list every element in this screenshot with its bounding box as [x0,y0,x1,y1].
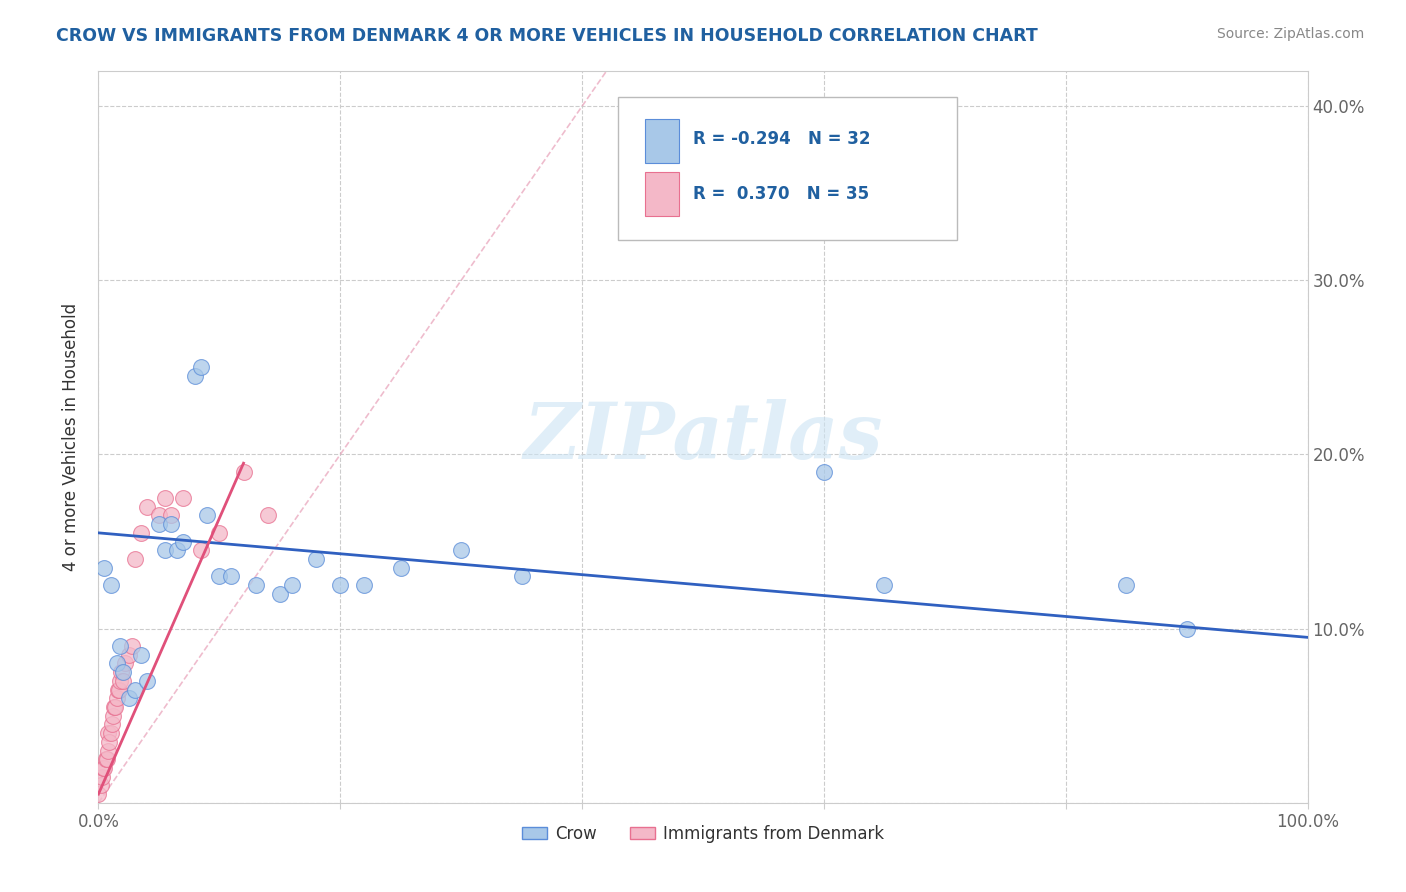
Point [148,517,170,532]
Point [153,491,176,505]
Point [510,569,533,583]
Point [129,648,152,662]
Point [87,787,110,801]
Point [148,508,170,523]
Point [245,578,267,592]
Point [269,587,291,601]
Point [97,726,120,740]
Point [103,700,125,714]
Point [96,752,118,766]
Point [91,770,114,784]
Point [172,534,194,549]
Point [100,717,122,731]
Point [108,673,131,688]
Point [93,761,115,775]
Point [232,465,254,479]
Point [160,517,183,532]
Point [90,778,112,792]
Point [94,752,117,766]
Text: ZIPatlas: ZIPatlas [523,399,883,475]
Point [281,578,304,592]
Point [256,508,278,523]
Point [121,639,143,653]
Point [111,673,134,688]
Point [118,691,141,706]
Point [160,508,183,523]
Text: CROW VS IMMIGRANTS FROM DENMARK 4 OR MORE VEHICLES IN HOUSEHOLD CORRELATION CHAR: CROW VS IMMIGRANTS FROM DENMARK 4 OR MOR… [56,27,1038,45]
Point [93,560,115,574]
Point [195,508,218,523]
FancyBboxPatch shape [619,97,957,240]
Point [190,360,212,375]
Point [353,578,375,592]
Point [135,500,157,514]
Point [1175,622,1198,636]
Point [135,673,157,688]
Point [104,700,127,714]
Point [98,735,121,749]
Point [208,525,231,540]
Point [873,578,896,592]
Point [124,552,146,566]
Text: R = -0.294   N = 32: R = -0.294 N = 32 [693,130,870,148]
Y-axis label: 4 or more Vehicles in Household: 4 or more Vehicles in Household [62,303,80,571]
Point [208,569,231,583]
Point [329,578,352,592]
Point [1115,578,1137,592]
Point [118,648,141,662]
FancyBboxPatch shape [645,119,679,163]
Point [221,569,243,583]
Point [389,560,412,574]
Point [111,665,134,680]
Point [107,682,129,697]
Point [124,682,146,697]
Point [101,708,124,723]
Point [114,657,136,671]
Point [100,578,122,592]
Text: Source: ZipAtlas.com: Source: ZipAtlas.com [1216,27,1364,41]
Point [105,691,128,706]
Point [110,665,132,680]
Point [97,743,120,757]
Text: R =  0.370   N = 35: R = 0.370 N = 35 [693,186,869,203]
Point [108,639,131,653]
Point [190,543,212,558]
Point [129,525,152,540]
Point [100,726,122,740]
Point [305,552,328,566]
Point [153,543,176,558]
Point [91,761,114,775]
Point [108,682,131,697]
FancyBboxPatch shape [645,172,679,216]
Legend: Crow, Immigrants from Denmark: Crow, Immigrants from Denmark [515,818,891,849]
Point [450,543,472,558]
Point [105,657,128,671]
Point [184,369,207,384]
Point [813,465,835,479]
Point [166,543,188,558]
Point [172,491,194,505]
